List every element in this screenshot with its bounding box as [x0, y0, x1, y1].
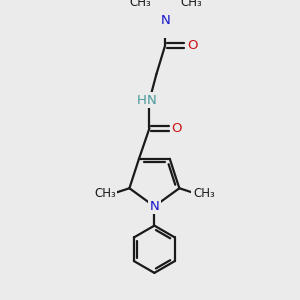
Text: N: N	[160, 14, 170, 27]
Text: N: N	[147, 94, 157, 107]
Text: CH₃: CH₃	[94, 187, 116, 200]
Text: CH₃: CH₃	[130, 0, 152, 9]
Text: O: O	[171, 122, 182, 135]
Text: H: H	[136, 94, 146, 107]
Text: O: O	[187, 39, 198, 52]
Text: N: N	[149, 200, 159, 213]
Text: CH₃: CH₃	[193, 187, 214, 200]
Text: CH₃: CH₃	[181, 0, 202, 9]
